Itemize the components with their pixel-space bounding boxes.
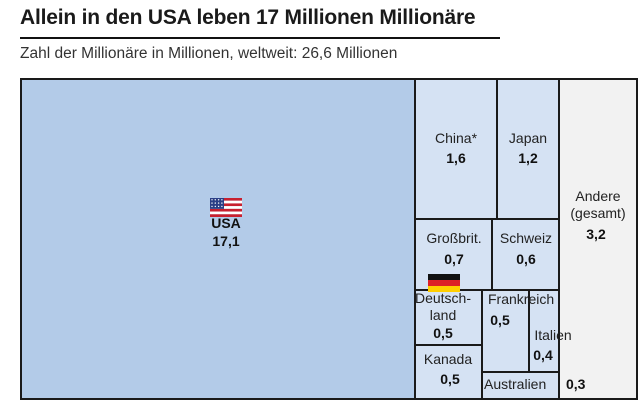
label-italien: Italien — [534, 327, 571, 343]
tile-schweiz — [491, 218, 560, 291]
value-schweiz: 0,6 — [516, 251, 536, 267]
label-grossbritannien: Großbrit. — [426, 230, 481, 246]
tile-japan — [496, 78, 560, 220]
label-andere-line2: (gesamt) — [570, 205, 625, 221]
label-usa: USA — [211, 215, 241, 231]
us-flag-icon — [210, 198, 242, 217]
value-deutschland: 0,5 — [433, 325, 453, 341]
label-china: China* — [435, 130, 478, 146]
label-deutschland-line2: land — [430, 307, 456, 323]
value-kanada: 0,5 — [440, 371, 460, 387]
label-schweiz: Schweiz — [500, 230, 552, 246]
tile-australien — [481, 371, 560, 400]
german-flag-icon — [428, 274, 460, 292]
tile-kanada — [414, 344, 483, 400]
label-frankreich: Frankreich — [488, 291, 554, 307]
label-andere-line1: Andere — [575, 188, 620, 204]
value-china: 1,6 — [446, 150, 466, 166]
chart-title: Allein in den USA leben 17 Millionen Mil… — [20, 6, 476, 29]
value-frankreich: 0,5 — [490, 312, 510, 328]
tile-usa — [20, 78, 416, 400]
chart-subtitle: Zahl der Millionäre in Millionen, weltwe… — [20, 45, 398, 62]
label-australien: Australien — [484, 376, 546, 392]
label-kanada: Kanada — [424, 351, 472, 367]
label-japan: Japan — [509, 130, 547, 146]
tile-italien — [528, 289, 560, 373]
value-usa: 17,1 — [212, 233, 239, 249]
value-japan: 1,2 — [518, 150, 538, 166]
value-australien: 0,3 — [566, 376, 586, 392]
title-divider — [20, 37, 500, 39]
value-grossbritannien: 0,7 — [444, 251, 464, 267]
label-deutschland-line1: Deutsch- — [415, 290, 471, 306]
value-italien: 0,4 — [533, 347, 553, 363]
value-andere: 3,2 — [586, 226, 606, 242]
tile-china — [414, 78, 498, 220]
